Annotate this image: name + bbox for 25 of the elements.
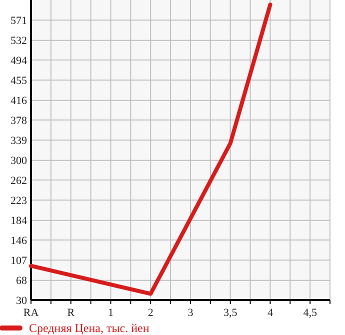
legend-label: Средняя Цена, тыс. йен [29,321,150,335]
y-tick-label: 455 [10,75,28,88]
x-tick-label: 3,5 [223,307,238,319]
y-tick-label: 532 [10,35,27,48]
y-tick-label: 339 [10,135,28,148]
x-tick-label: 1 [108,307,114,319]
line-series [29,2,272,296]
y-tick-label: 571 [10,15,27,28]
x-tick-label: RA [23,307,39,319]
y-tick-label: 494 [10,54,28,67]
y-tick-label: 378 [10,114,28,127]
x-tick-label: 4 [267,307,274,319]
x-tick-label: 4,5 [303,307,318,319]
x-tick-label: R [67,307,76,319]
y-tick-label: 68 [16,275,28,288]
y-tick-label: 262 [10,174,27,187]
y-tick-label: 107 [10,255,28,268]
x-tick-label: 3 [188,307,194,319]
y-tick-label: 30 [16,294,28,307]
x-tick-label: 2 [148,307,154,319]
y-tick-label: 223 [10,195,28,208]
y-tick-label: 416 [10,95,28,108]
y-tick-label: 146 [10,234,28,247]
y-tick-label: 184 [10,215,28,228]
y-tick-label: 300 [10,155,28,168]
